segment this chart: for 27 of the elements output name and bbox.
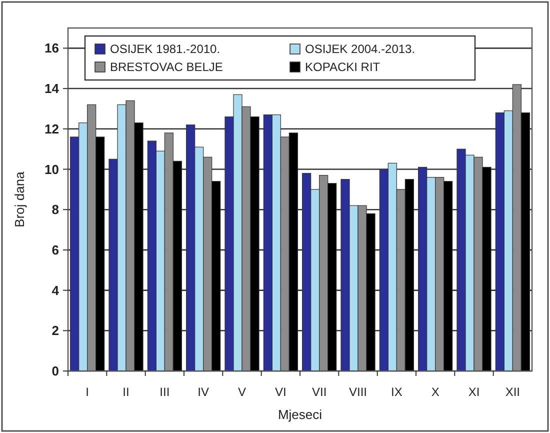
x-tick-label: VI: [274, 385, 286, 399]
x-tick-label: V: [238, 385, 246, 399]
y-axis-title: Broj dana: [12, 170, 27, 228]
x-axis-title: Mjeseci: [278, 407, 322, 422]
x-tick-label: VII: [312, 385, 327, 399]
x-tick-label: II: [122, 385, 130, 399]
y-tick-label: 10: [44, 162, 59, 177]
legend-label: BRESTOVAC BELJE: [110, 60, 223, 74]
x-tick-label: I: [86, 385, 90, 399]
x-tick-label: III: [160, 385, 170, 399]
y-tick-label: 16: [44, 40, 59, 56]
y-tick-label: 8: [52, 202, 59, 218]
x-tick-label: XI: [468, 385, 480, 399]
x-tick-label: IX: [390, 385, 402, 399]
x-tick-label: VIII: [348, 385, 368, 399]
legend-label: OSIJEK 2004.-2013.: [305, 42, 416, 56]
y-tick-label: 6: [52, 242, 59, 258]
y-tick-label: 2: [52, 323, 59, 338]
x-tick-label: XII: [505, 385, 520, 399]
legend-label: KOPACKI RIT: [305, 60, 381, 74]
legend-label: OSIJEK 1981.-2010.: [110, 42, 220, 56]
y-tick-label: 0: [52, 364, 59, 379]
y-tick-label: 14: [44, 81, 60, 96]
y-tick-label: 4: [52, 282, 60, 298]
x-tick-label: X: [431, 385, 440, 399]
y-tick-label: 12: [44, 121, 59, 136]
x-tick-label: IV: [198, 385, 210, 399]
